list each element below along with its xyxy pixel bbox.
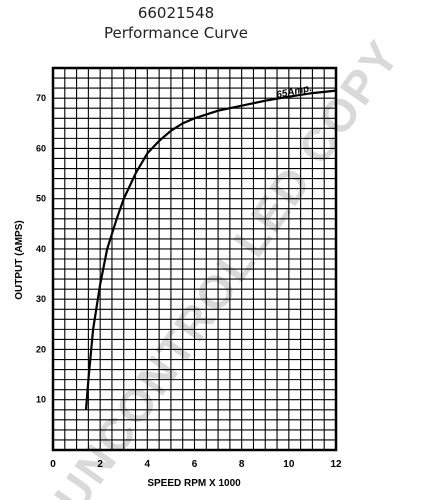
y-tick-label: 10 xyxy=(36,395,46,405)
x-tick-label: 4 xyxy=(145,459,151,470)
y-tick-label: 60 xyxy=(36,143,46,153)
x-tick-label: 6 xyxy=(192,459,198,470)
y-tick-label: 30 xyxy=(36,294,46,304)
chart-title: Performance Curve xyxy=(103,24,249,42)
x-tick-label: 2 xyxy=(97,459,103,470)
y-tick-label: 50 xyxy=(36,194,46,204)
y-tick-label: 70 xyxy=(36,93,46,103)
performance-curve xyxy=(84,89,337,410)
tick-labels: 0 2 4 6 8 10 12 10 20 30 40 50 60 70 xyxy=(36,93,342,470)
x-tick-label: 10 xyxy=(283,459,295,470)
y-tick-label: 40 xyxy=(36,244,46,254)
x-tick-label: 0 xyxy=(50,459,56,470)
x-axis-label: SPEED RPM X 1000 xyxy=(147,478,241,489)
y-axis-label: OUTPUT (AMPS) xyxy=(14,220,25,299)
part-number: 66021548 xyxy=(137,4,215,22)
plot-frame xyxy=(51,66,338,452)
x-tick-label: 12 xyxy=(330,459,342,470)
x-tick-label: 8 xyxy=(239,459,245,470)
y-tick-label: 20 xyxy=(36,344,46,354)
grid-lines xyxy=(53,68,336,450)
